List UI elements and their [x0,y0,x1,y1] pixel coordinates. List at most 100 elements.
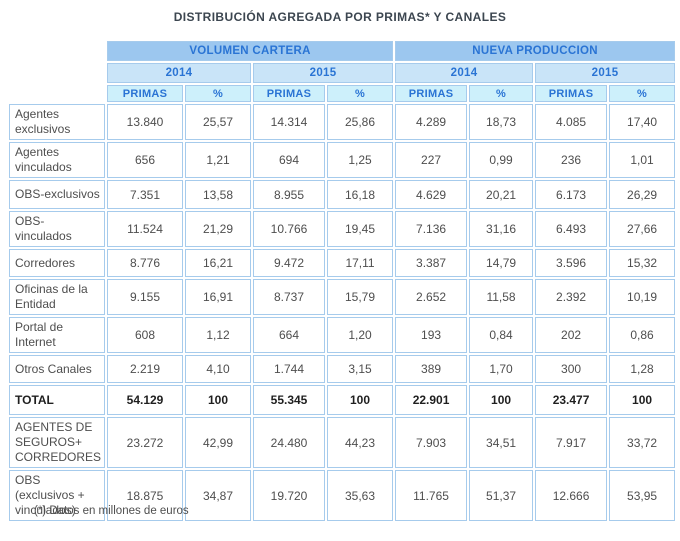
value-cell: 6.173 [535,180,608,209]
value-cell: 2.219 [107,355,183,383]
table-row: Agentes exclusivos 13.840 25,57 14.314 25,86… [9,104,676,140]
value-cell: 17,40 [609,104,676,140]
row-label: AGENTES DE SEGUROS+ CORREDORES [9,417,105,468]
year-header-produccion-2015: 2015 [535,63,676,83]
sub-header-primas: PRIMAS [107,85,183,102]
year-header-cartera-2014: 2014 [107,63,251,83]
value-cell: 1,01 [609,142,676,178]
group-header-row: VOLUMEN CARTERA NUEVA PRODUCCION [9,41,676,61]
value-cell: 13,58 [185,180,251,209]
value-cell: 10.766 [253,211,325,247]
value-cell: 44,23 [327,417,394,468]
value-cell: 24.480 [253,417,325,468]
value-cell: 193 [395,317,468,353]
value-cell: 8.776 [107,249,183,277]
table-row: Otros Canales 2.219 4,10 1.744 3,15 389 1,70 30… [9,355,676,383]
sub-header-primas: PRIMAS [395,85,468,102]
table-title: DISTRIBUCIÓN AGREGADA POR PRIMAS* Y CANA… [173,10,507,24]
table-row: Corredores 8.776 16,21 9.472 17,11 3.387 14,79… [9,249,676,277]
value-cell: 13.840 [107,104,183,140]
year-header-row: 2014 2015 2014 2015 [9,63,676,83]
value-cell: 25,86 [327,104,394,140]
value-cell: 51,37 [469,470,534,521]
value-cell: 22.901 [395,385,468,415]
table-row: OBS-exclusivos 7.351 13,58 8.955 16,18 4.629 2… [9,180,676,209]
value-cell: 2.392 [535,279,608,315]
value-cell: 4.085 [535,104,608,140]
value-cell: 0,84 [469,317,534,353]
row-label: Oficinas de la Entidad [9,279,105,315]
value-cell: 14,79 [469,249,534,277]
value-cell: 1,20 [327,317,394,353]
sub-header-pct: % [609,85,676,102]
value-cell: 9.155 [107,279,183,315]
row-label: Corredores [9,249,105,277]
value-cell: 11,58 [469,279,534,315]
value-cell: 236 [535,142,608,178]
value-cell: 18,73 [469,104,534,140]
value-cell: 20,21 [469,180,534,209]
value-cell: 389 [395,355,468,383]
value-cell: 4.289 [395,104,468,140]
value-cell: 31,16 [469,211,534,247]
value-cell: 1,21 [185,142,251,178]
value-cell: 100 [185,385,251,415]
row-label: OBS- vinculados [9,211,105,247]
value-cell: 100 [609,385,676,415]
value-cell: 15,79 [327,279,394,315]
table-row: Portal de Internet 608 1,12 664 1,20 193 0,84 2… [9,317,676,353]
value-cell: 1,12 [185,317,251,353]
value-cell: 35,63 [327,470,394,521]
value-cell: 19,45 [327,211,394,247]
value-cell: 7.903 [395,417,468,468]
sub-header-pct: % [185,85,251,102]
value-cell: 34,51 [469,417,534,468]
value-cell: 8.955 [253,180,325,209]
table-header: VOLUMEN CARTERA NUEVA PRODUCCION 2014 20… [9,41,676,102]
value-cell: 656 [107,142,183,178]
value-cell: 23.477 [535,385,608,415]
value-cell: 18.875 [107,470,183,521]
header-spacer [9,63,105,83]
column-group-nueva-produccion: NUEVA PRODUCCION [395,41,676,61]
value-cell: 11.524 [107,211,183,247]
value-cell: 17,11 [327,249,394,277]
value-cell: 1,70 [469,355,534,383]
value-cell: 3,15 [327,355,394,383]
row-label: OBS (exclusivos + vinculados) [9,470,105,521]
value-cell: 694 [253,142,325,178]
value-cell: 25,57 [185,104,251,140]
value-cell: 4.629 [395,180,468,209]
value-cell: 1,28 [609,355,676,383]
value-cell: 3.596 [535,249,608,277]
value-cell: 27,66 [609,211,676,247]
value-cell: 14.314 [253,104,325,140]
sub-header-primas: PRIMAS [535,85,608,102]
table-row: OBS- vinculados 11.524 21,29 10.766 19,45 7.1… [9,211,676,247]
value-cell: 1.744 [253,355,325,383]
row-label: Otros Canales [9,355,105,383]
value-cell: 54.129 [107,385,183,415]
value-cell: 6.493 [535,211,608,247]
row-label: OBS-exclusivos [9,180,105,209]
value-cell: 608 [107,317,183,353]
value-cell: 10,19 [609,279,676,315]
row-label: Agentes exclusivos [9,104,105,140]
value-cell: 1,25 [327,142,394,178]
value-cell: 9.472 [253,249,325,277]
value-cell: 2.652 [395,279,468,315]
year-header-cartera-2015: 2015 [253,63,394,83]
table-row: AGENTES DE SEGUROS+ CORREDORES 23.272 42,9… [9,417,676,468]
table-row: OBS (exclusivos + vinculados) 18.875 34,87… [9,470,676,521]
value-cell: 7.351 [107,180,183,209]
row-label: TOTAL [9,385,105,415]
value-cell: 12.666 [535,470,608,521]
row-label: Agentes vinculados [9,142,105,178]
value-cell: 26,29 [609,180,676,209]
year-header-produccion-2014: 2014 [395,63,534,83]
value-cell: 55.345 [253,385,325,415]
sub-header-primas: PRIMAS [253,85,325,102]
value-cell: 7.136 [395,211,468,247]
table-row: Oficinas de la Entidad 9.155 16,91 8.737 15,… [9,279,676,315]
